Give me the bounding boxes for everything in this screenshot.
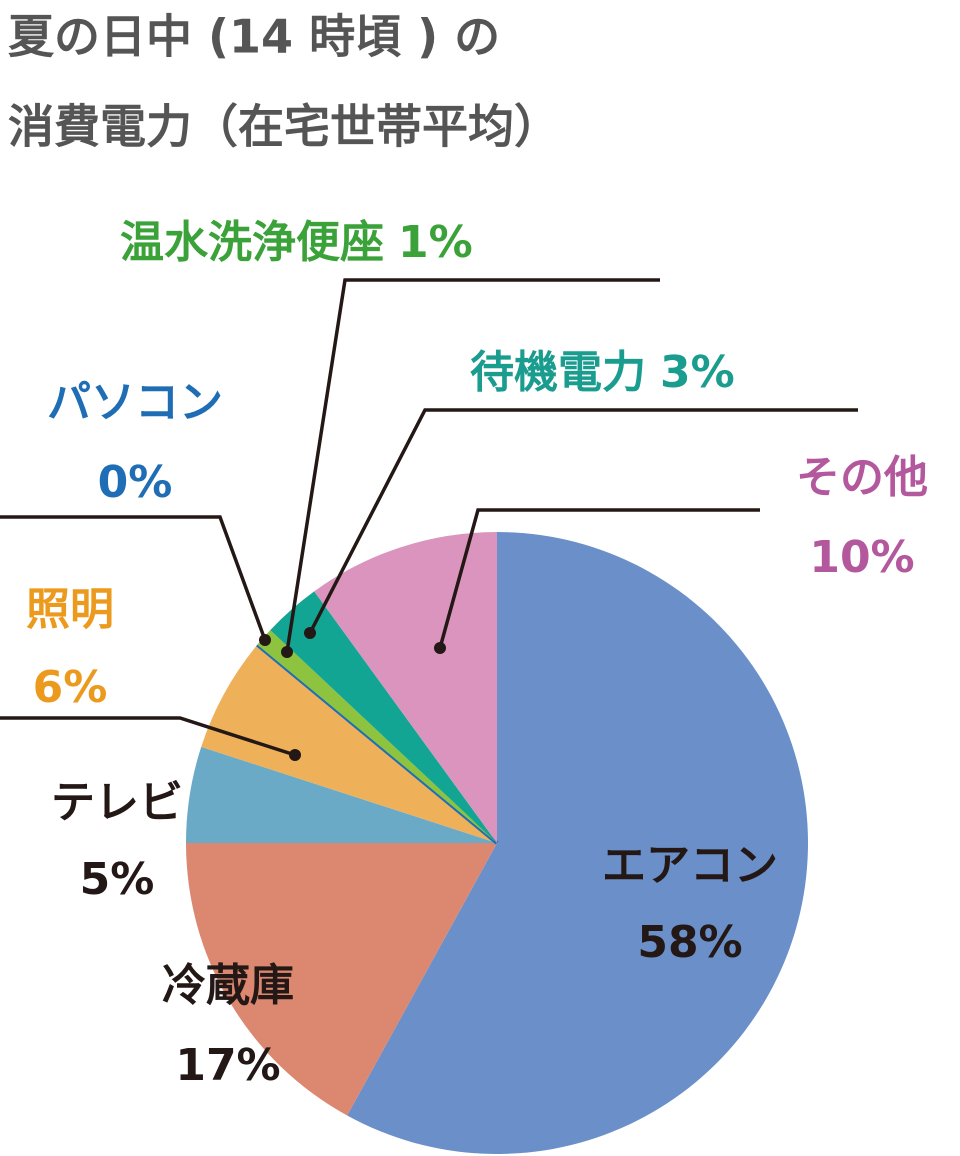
leader-lines (0, 278, 858, 761)
slice-label: エアコン (602, 840, 778, 891)
value-label: 5% (80, 854, 155, 905)
slice (186, 746, 497, 843)
leader-dot (281, 646, 293, 658)
leader-line (0, 716, 296, 757)
leader-dot (289, 749, 301, 761)
slice-label-group: 温水洗浄便座 1% (120, 217, 473, 268)
slice-label-group: 待機電力 3% (470, 347, 735, 398)
chart-title: 消費電力（在宅世帯平均） (8, 100, 560, 154)
slice (270, 591, 497, 843)
chart-title: 夏の日中 (14 時頃 ) の (8, 10, 500, 64)
slice (201, 644, 497, 843)
leader-line (285, 278, 660, 653)
slice-label: 照明 (26, 584, 114, 635)
slice (186, 843, 497, 1116)
slice (347, 532, 808, 1154)
leader-dot (259, 634, 271, 646)
slice-label: 冷蔵庫 (162, 960, 294, 1011)
leader-line (0, 515, 267, 641)
leader-line (438, 508, 760, 649)
slice-label: パソコン (47, 377, 223, 428)
slice-label: テレビ (51, 777, 183, 828)
slice-label: 温水洗浄便座 (120, 217, 384, 268)
slice (257, 630, 497, 843)
value-label: 6% (33, 662, 108, 713)
value-label: 1% (398, 217, 473, 268)
value-label: 17% (175, 1040, 280, 1091)
value-label: 58% (637, 917, 742, 968)
leader-dot (304, 627, 316, 639)
value-label: 10% (809, 532, 914, 583)
value-label: 3% (660, 347, 735, 398)
leader-line (308, 408, 858, 634)
slice-label: その他 (796, 452, 928, 503)
value-label: 0% (98, 457, 173, 508)
pie (186, 532, 808, 1154)
leader-dot (434, 642, 446, 654)
slice-label: 待機電力 (470, 347, 646, 398)
